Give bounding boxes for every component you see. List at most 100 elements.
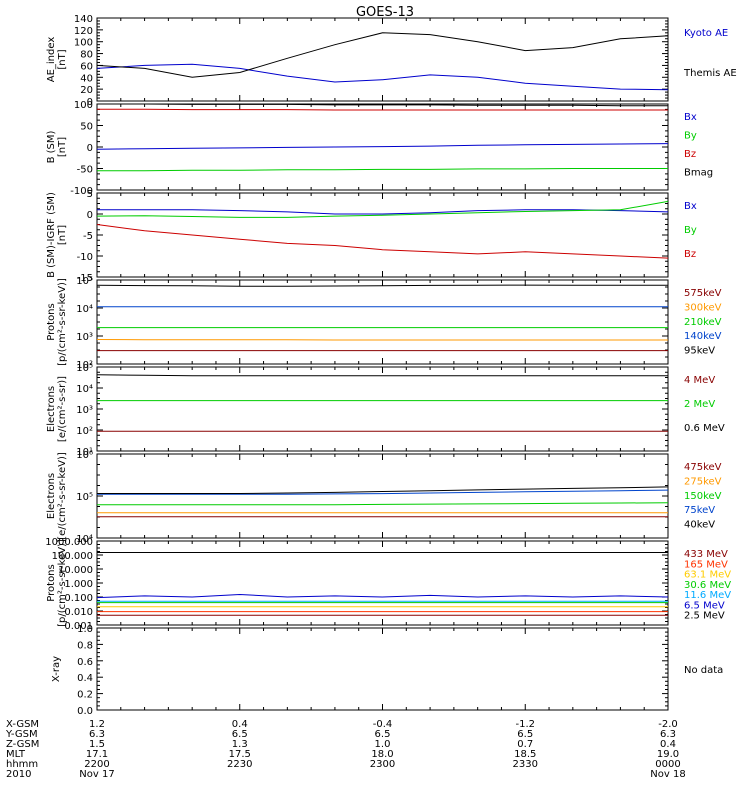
x-axis-value: Nov 17: [79, 769, 114, 780]
y-tick-label: -15: [77, 273, 93, 284]
y-axis-label-line: [e/(cm²-s-sr)]: [57, 376, 68, 442]
legend-entry: Themis AE: [683, 68, 737, 79]
y-axis-label: B (SM)-IGRF (SM) [nT]: [46, 192, 68, 278]
series-line-95kev: [96, 284, 668, 287]
legend-entry: 11.6 MeV: [684, 590, 731, 601]
y-tick-label: -100: [70, 186, 93, 197]
y-axis-label-line: Electrons: [46, 473, 57, 519]
x-axis-value: 2300: [370, 759, 395, 770]
y-axis-label-line: [p/(cm²-s-sr-keV)]: [57, 278, 68, 366]
panel-protons-high: 0.001 0.010 0.100 1.000 10.000 100.000 1000.00…: [45, 537, 731, 632]
y-tick-label: 10²: [76, 360, 93, 371]
y-axis-label: B (SM) [nT]: [46, 130, 68, 163]
y-tick-label: 100.000: [52, 551, 93, 562]
y-tick-label: 40: [80, 73, 93, 84]
series-line-40kev: [97, 486, 669, 494]
legend-entry: 575keV: [684, 288, 722, 299]
panel-frame: [96, 627, 669, 711]
y-axis-label-line: [nT]: [57, 137, 68, 157]
figure-title: GOES-13: [356, 5, 414, 20]
y-axis-label-line: [nT]: [57, 49, 68, 69]
legend-entry: Bx: [684, 201, 697, 212]
panel-frame: [96, 279, 669, 365]
legend-entry: 165 MeV: [684, 559, 728, 570]
y-tick-label: 1000.000: [45, 537, 93, 548]
legend-entry: Bx: [684, 112, 697, 123]
y-tick-label: 0: [87, 210, 93, 221]
series-line-bz: [97, 108, 668, 111]
x-axis-value: -1.2: [515, 719, 535, 730]
y-tick-label: 10⁴: [76, 304, 93, 315]
panel-x-ray: 0.0 0.2 0.4 0.6 0.8 1.0 X-ray No data: [51, 624, 723, 717]
y-tick-label: 100: [74, 38, 93, 49]
y-axis-label: Protons [p/(cm²-s-sr-keV)]: [46, 278, 68, 366]
y-tick-label: 0.8: [77, 640, 93, 651]
y-tick-label: 50: [80, 122, 93, 133]
panel-b-minus-igrf: -15 -10 -5 0 5 B (SM)-IGRF (SM) [nT] Bx By Bz: [46, 189, 697, 284]
x-axis-table: X-GSMY-GSMZ-GSMMLThhmm20101.26.31.517.12…: [5, 719, 686, 780]
x-axis-value: 1.3: [232, 739, 248, 750]
y-tick-label: -10: [77, 252, 93, 263]
x-axis-value: 18.5: [514, 749, 536, 760]
x-axis-value: 1.0: [375, 739, 391, 750]
x-axis-value: 6.5: [375, 729, 391, 740]
panel-protons-low: 10² 10³ 10⁴ 10⁵ Protons [p/(cm²-s-sr-keV)] 575…: [46, 276, 722, 371]
series-line-kyoto-ae: [96, 63, 669, 91]
x-axis-value: 1.5: [89, 739, 105, 750]
legend-entry: 300keV: [684, 302, 722, 313]
series-line-bz: [96, 224, 669, 259]
y-tick-label: 0: [87, 143, 93, 154]
y-tick-label: 10⁵: [76, 363, 93, 374]
y-tick-label: 10⁴: [76, 384, 93, 395]
legend-entry: Bz: [684, 149, 696, 160]
legend-entry: 6.5 MeV: [684, 600, 725, 611]
y-tick-label: 0.010: [64, 607, 93, 618]
y-axis-label-line: Protons: [46, 303, 57, 340]
y-tick-label: 10¹: [76, 447, 93, 458]
panel-frame: [96, 540, 669, 626]
y-tick-label: -5: [83, 231, 93, 242]
series-line-bx: [96, 143, 669, 150]
y-tick-label: 5: [87, 189, 93, 200]
legend-entry: 275keV: [684, 476, 722, 487]
y-tick-label: 1.000: [64, 579, 93, 590]
legend-entry: 2 MeV: [684, 399, 715, 410]
series-line-by: [96, 200, 669, 218]
legend-entry: By: [684, 131, 697, 142]
x-axis-value: 2200: [84, 759, 109, 770]
x-axis-value: 6.5: [232, 729, 248, 740]
x-axis-value: 6.3: [660, 729, 676, 740]
x-axis-row-label: Z-GSM: [6, 739, 39, 750]
y-axis-label: AE_index [nT]: [46, 37, 68, 83]
y-tick-label: 80: [80, 50, 93, 61]
legend-entry: Bz: [684, 249, 696, 260]
no-data-label: No data: [684, 665, 723, 676]
panel-electrons-low: 10⁴ 10⁵ 10⁶ Electrons [e/(cm²-s-sr-keV)] 475k…: [46, 450, 722, 545]
y-tick-label: 0.6: [77, 657, 93, 668]
x-axis-value: 19.0: [657, 749, 679, 760]
y-tick-label: 10⁴: [76, 534, 93, 545]
y-axis-label: Electrons [e/(cm²-s-sr-keV)]: [46, 452, 68, 540]
y-axis-label-line: Protons: [46, 564, 57, 601]
legend-entry: Bmag: [684, 168, 713, 179]
x-axis-row-label: X-GSM: [6, 719, 39, 730]
legend-entry: By: [684, 225, 697, 236]
y-axis-label-line: AE_index: [46, 37, 57, 83]
y-tick-label: 10³: [76, 405, 93, 416]
legend-entry: 95keV: [684, 346, 715, 357]
x-axis-value: 18.0: [371, 749, 393, 760]
y-axis-label-line: [nT]: [57, 225, 68, 245]
y-tick-label: 0.001: [64, 621, 93, 632]
y-tick-label: -50: [77, 165, 93, 176]
panel-frame: [96, 192, 669, 278]
x-axis-row-label: MLT: [6, 749, 26, 760]
x-axis-row-label: hhmm: [6, 759, 38, 770]
y-axis-label-line: B (SM)-IGRF (SM): [46, 192, 57, 278]
y-tick-label: 0.4: [77, 673, 93, 684]
x-axis-value: -2.0: [658, 719, 678, 730]
legend-entry: 4 MeV: [684, 375, 715, 386]
x-axis-value: 1.2: [89, 719, 105, 730]
x-axis-value: -0.4: [373, 719, 393, 730]
